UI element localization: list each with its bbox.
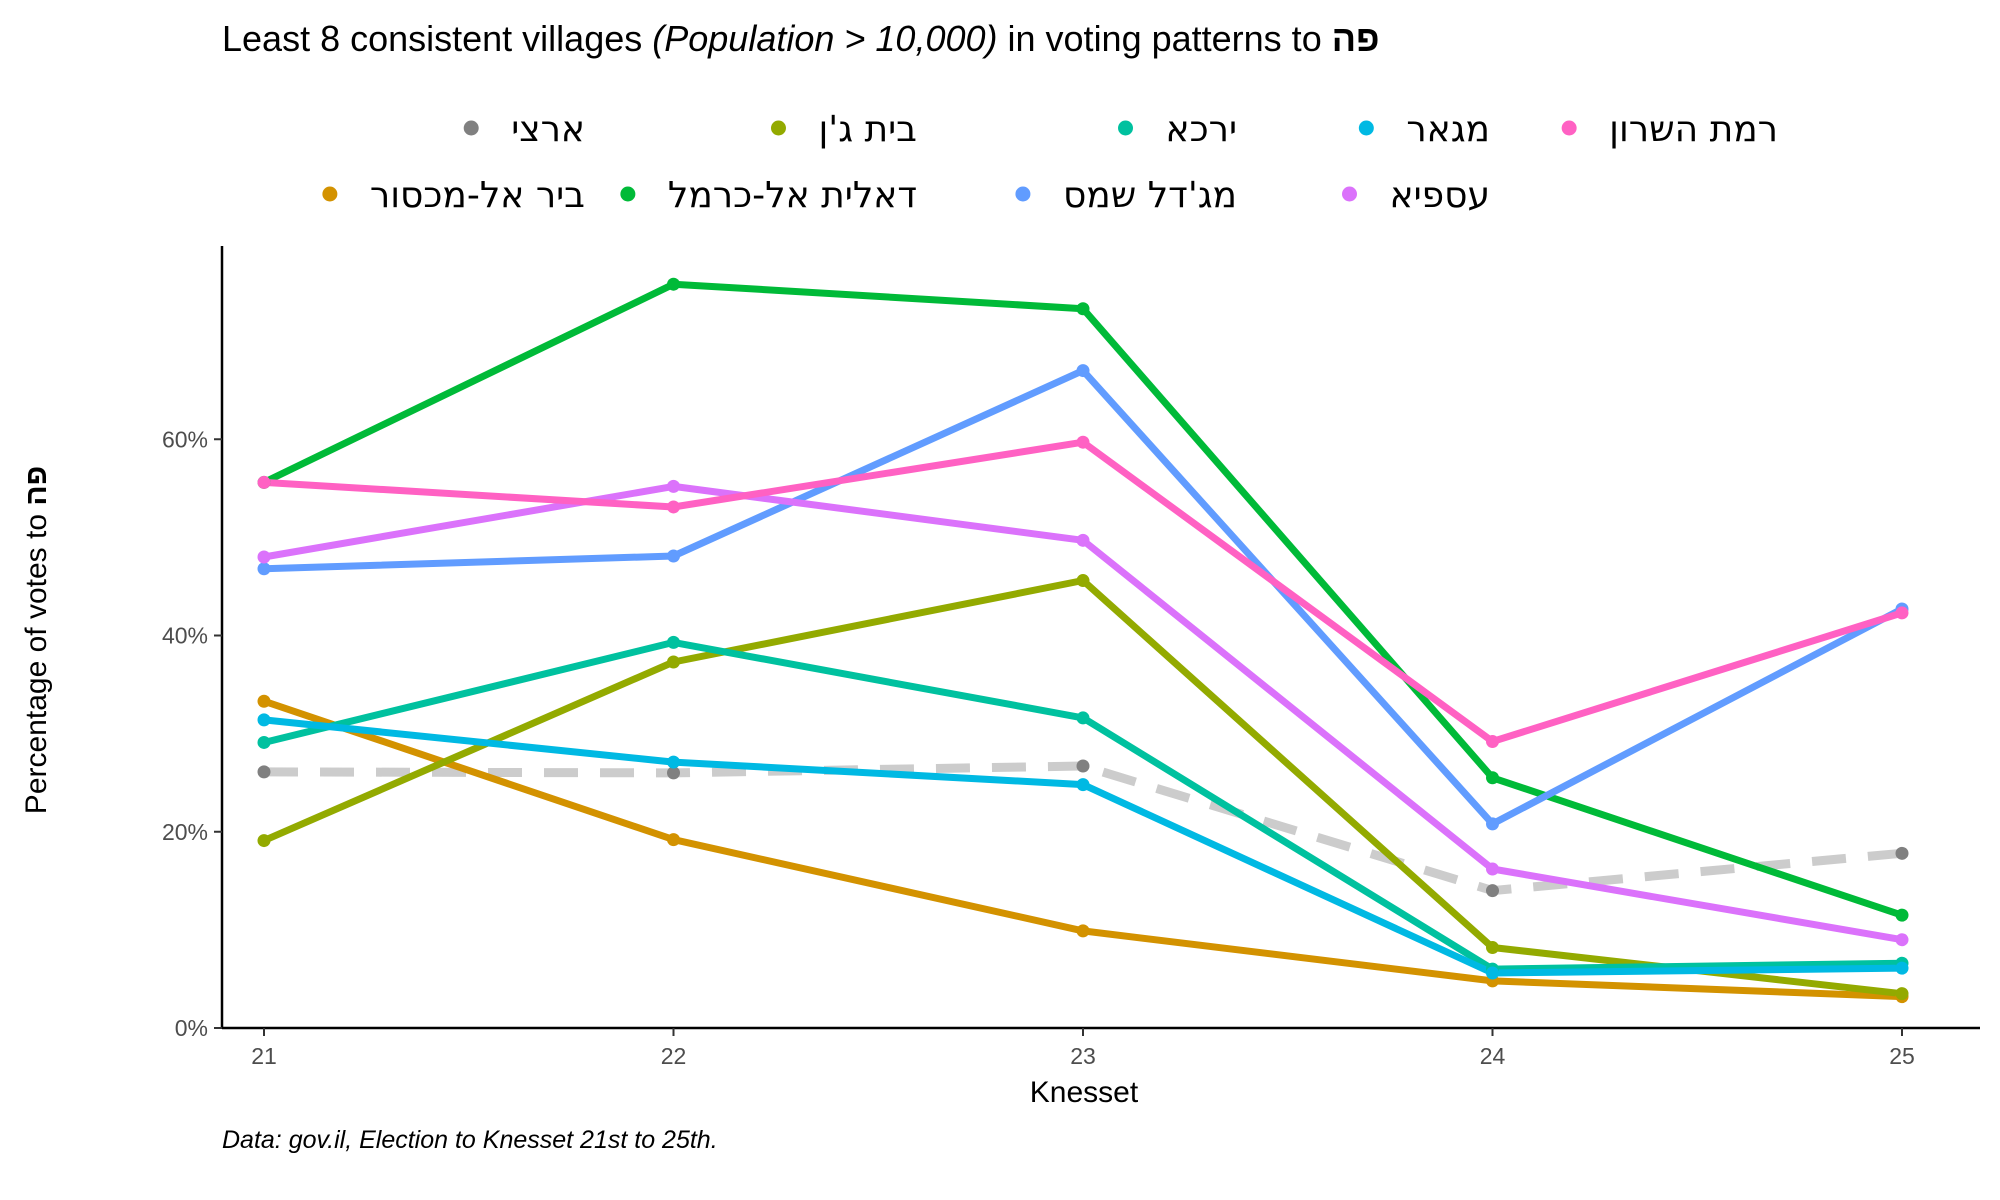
data-point	[667, 479, 680, 493]
x-tick-label: 24	[1480, 1043, 1506, 1069]
legend-label: ארצי	[511, 109, 585, 150]
data-point	[1486, 734, 1499, 748]
data-point	[257, 550, 271, 564]
data-point	[1076, 759, 1090, 773]
legend-item: ארצי	[463, 109, 585, 150]
legend-item: ביר אל-מכסור	[322, 175, 585, 216]
x-axis-title: Knesset	[1030, 1076, 1139, 1109]
legend-label: מג'דל שמס	[1063, 175, 1237, 216]
data-point	[257, 694, 271, 708]
y-tick-label: 20%	[162, 819, 208, 845]
data-point	[1076, 533, 1090, 547]
data-point	[1486, 941, 1499, 955]
legend-label: דאלית אל-כרמל	[668, 175, 917, 216]
legend-key	[1561, 120, 1577, 136]
legend: ארצי ביר אל-מכסור בית ג'ן דאלית אל-כרמל ירכא…	[322, 109, 1778, 216]
series-line	[262, 280, 1904, 919]
data-point	[1076, 924, 1090, 938]
legend-key	[1342, 186, 1357, 202]
caption: Data: gov.il, Election to Knesset 21st t…	[222, 1126, 718, 1154]
data-point	[1076, 778, 1090, 792]
title-prefix: Least 8 consistent villages	[222, 18, 653, 59]
data-point	[667, 766, 680, 780]
x-tick-label: 21	[251, 1043, 277, 1069]
legend-key	[322, 186, 338, 202]
data-point	[667, 549, 680, 563]
data-point	[1486, 884, 1499, 898]
data-point	[1895, 908, 1909, 922]
legend-key	[463, 120, 479, 136]
data-point	[257, 834, 271, 848]
data-point	[1895, 606, 1909, 620]
data-point	[1486, 817, 1499, 831]
title-party: פה	[1331, 18, 1380, 59]
legend-label: מגאר	[1406, 109, 1490, 150]
series-line	[263, 438, 1904, 745]
title-middle: in voting patterns to	[997, 18, 1332, 59]
y-axis-title-party: פה	[20, 466, 53, 506]
y-axis-title: Percentage of votes to פה	[20, 466, 53, 814]
series-points	[257, 277, 1909, 1004]
data-point	[257, 735, 271, 749]
data-point	[667, 755, 680, 769]
data-point	[667, 500, 680, 514]
legend-label: עספיא	[1390, 175, 1491, 216]
y-axis-title-prefix: Percentage of votes to	[20, 506, 53, 815]
data-point	[1895, 846, 1909, 860]
data-point	[257, 765, 271, 779]
data-point	[667, 655, 680, 669]
data-point	[1895, 987, 1909, 1001]
y-axis: 0% 20% 40% 60%	[162, 246, 224, 1041]
legend-key	[620, 186, 636, 202]
legend-key	[1358, 120, 1374, 136]
x-tick-label: 23	[1070, 1043, 1096, 1069]
legend-item: בית ג'ן	[770, 109, 917, 150]
data-point	[1076, 302, 1090, 316]
data-point	[257, 562, 271, 576]
data-point	[1895, 933, 1909, 947]
data-point	[1076, 711, 1090, 725]
legend-item: דאלית אל-כרמל	[620, 175, 917, 216]
y-tick-label: 0%	[175, 1015, 208, 1041]
legend-label: בית ג'ן	[818, 109, 917, 150]
x-tick-label: 22	[661, 1043, 687, 1069]
data-point	[1486, 966, 1499, 980]
legend-label: ירכא	[1166, 109, 1237, 150]
legend-item: מג'דל שמס	[1015, 175, 1237, 216]
data-point	[1895, 961, 1909, 975]
x-axis: 21 22 23 24 25	[222, 1026, 1980, 1069]
data-point	[1076, 435, 1090, 449]
series-lines	[262, 280, 1904, 1001]
legend-item: ירכא	[1118, 109, 1237, 150]
legend-item: מגאר	[1358, 109, 1490, 150]
legend-item: רמת השרון	[1561, 109, 1778, 150]
data-point	[257, 713, 271, 727]
title-italic: (Population > 10,000)	[652, 18, 998, 59]
data-point	[1076, 574, 1090, 588]
data-point	[1486, 862, 1499, 876]
y-tick-label: 40%	[162, 623, 208, 649]
chart-title: Least 8 consistent villages (Population …	[222, 18, 1380, 60]
x-tick-label: 25	[1889, 1043, 1915, 1069]
legend-label: רמת השרון	[1609, 109, 1778, 150]
legend-label: ביר אל-מכסור	[370, 175, 585, 216]
legend-key	[1118, 120, 1134, 136]
data-point	[667, 635, 680, 649]
data-point	[667, 277, 680, 291]
data-point	[667, 833, 680, 847]
data-point	[1486, 771, 1499, 785]
legend-key	[1015, 186, 1031, 202]
legend-item: עספיא	[1342, 175, 1490, 216]
y-tick-label: 60%	[162, 426, 208, 452]
data-point	[1076, 364, 1090, 378]
data-point	[257, 475, 271, 489]
legend-key	[770, 120, 786, 136]
